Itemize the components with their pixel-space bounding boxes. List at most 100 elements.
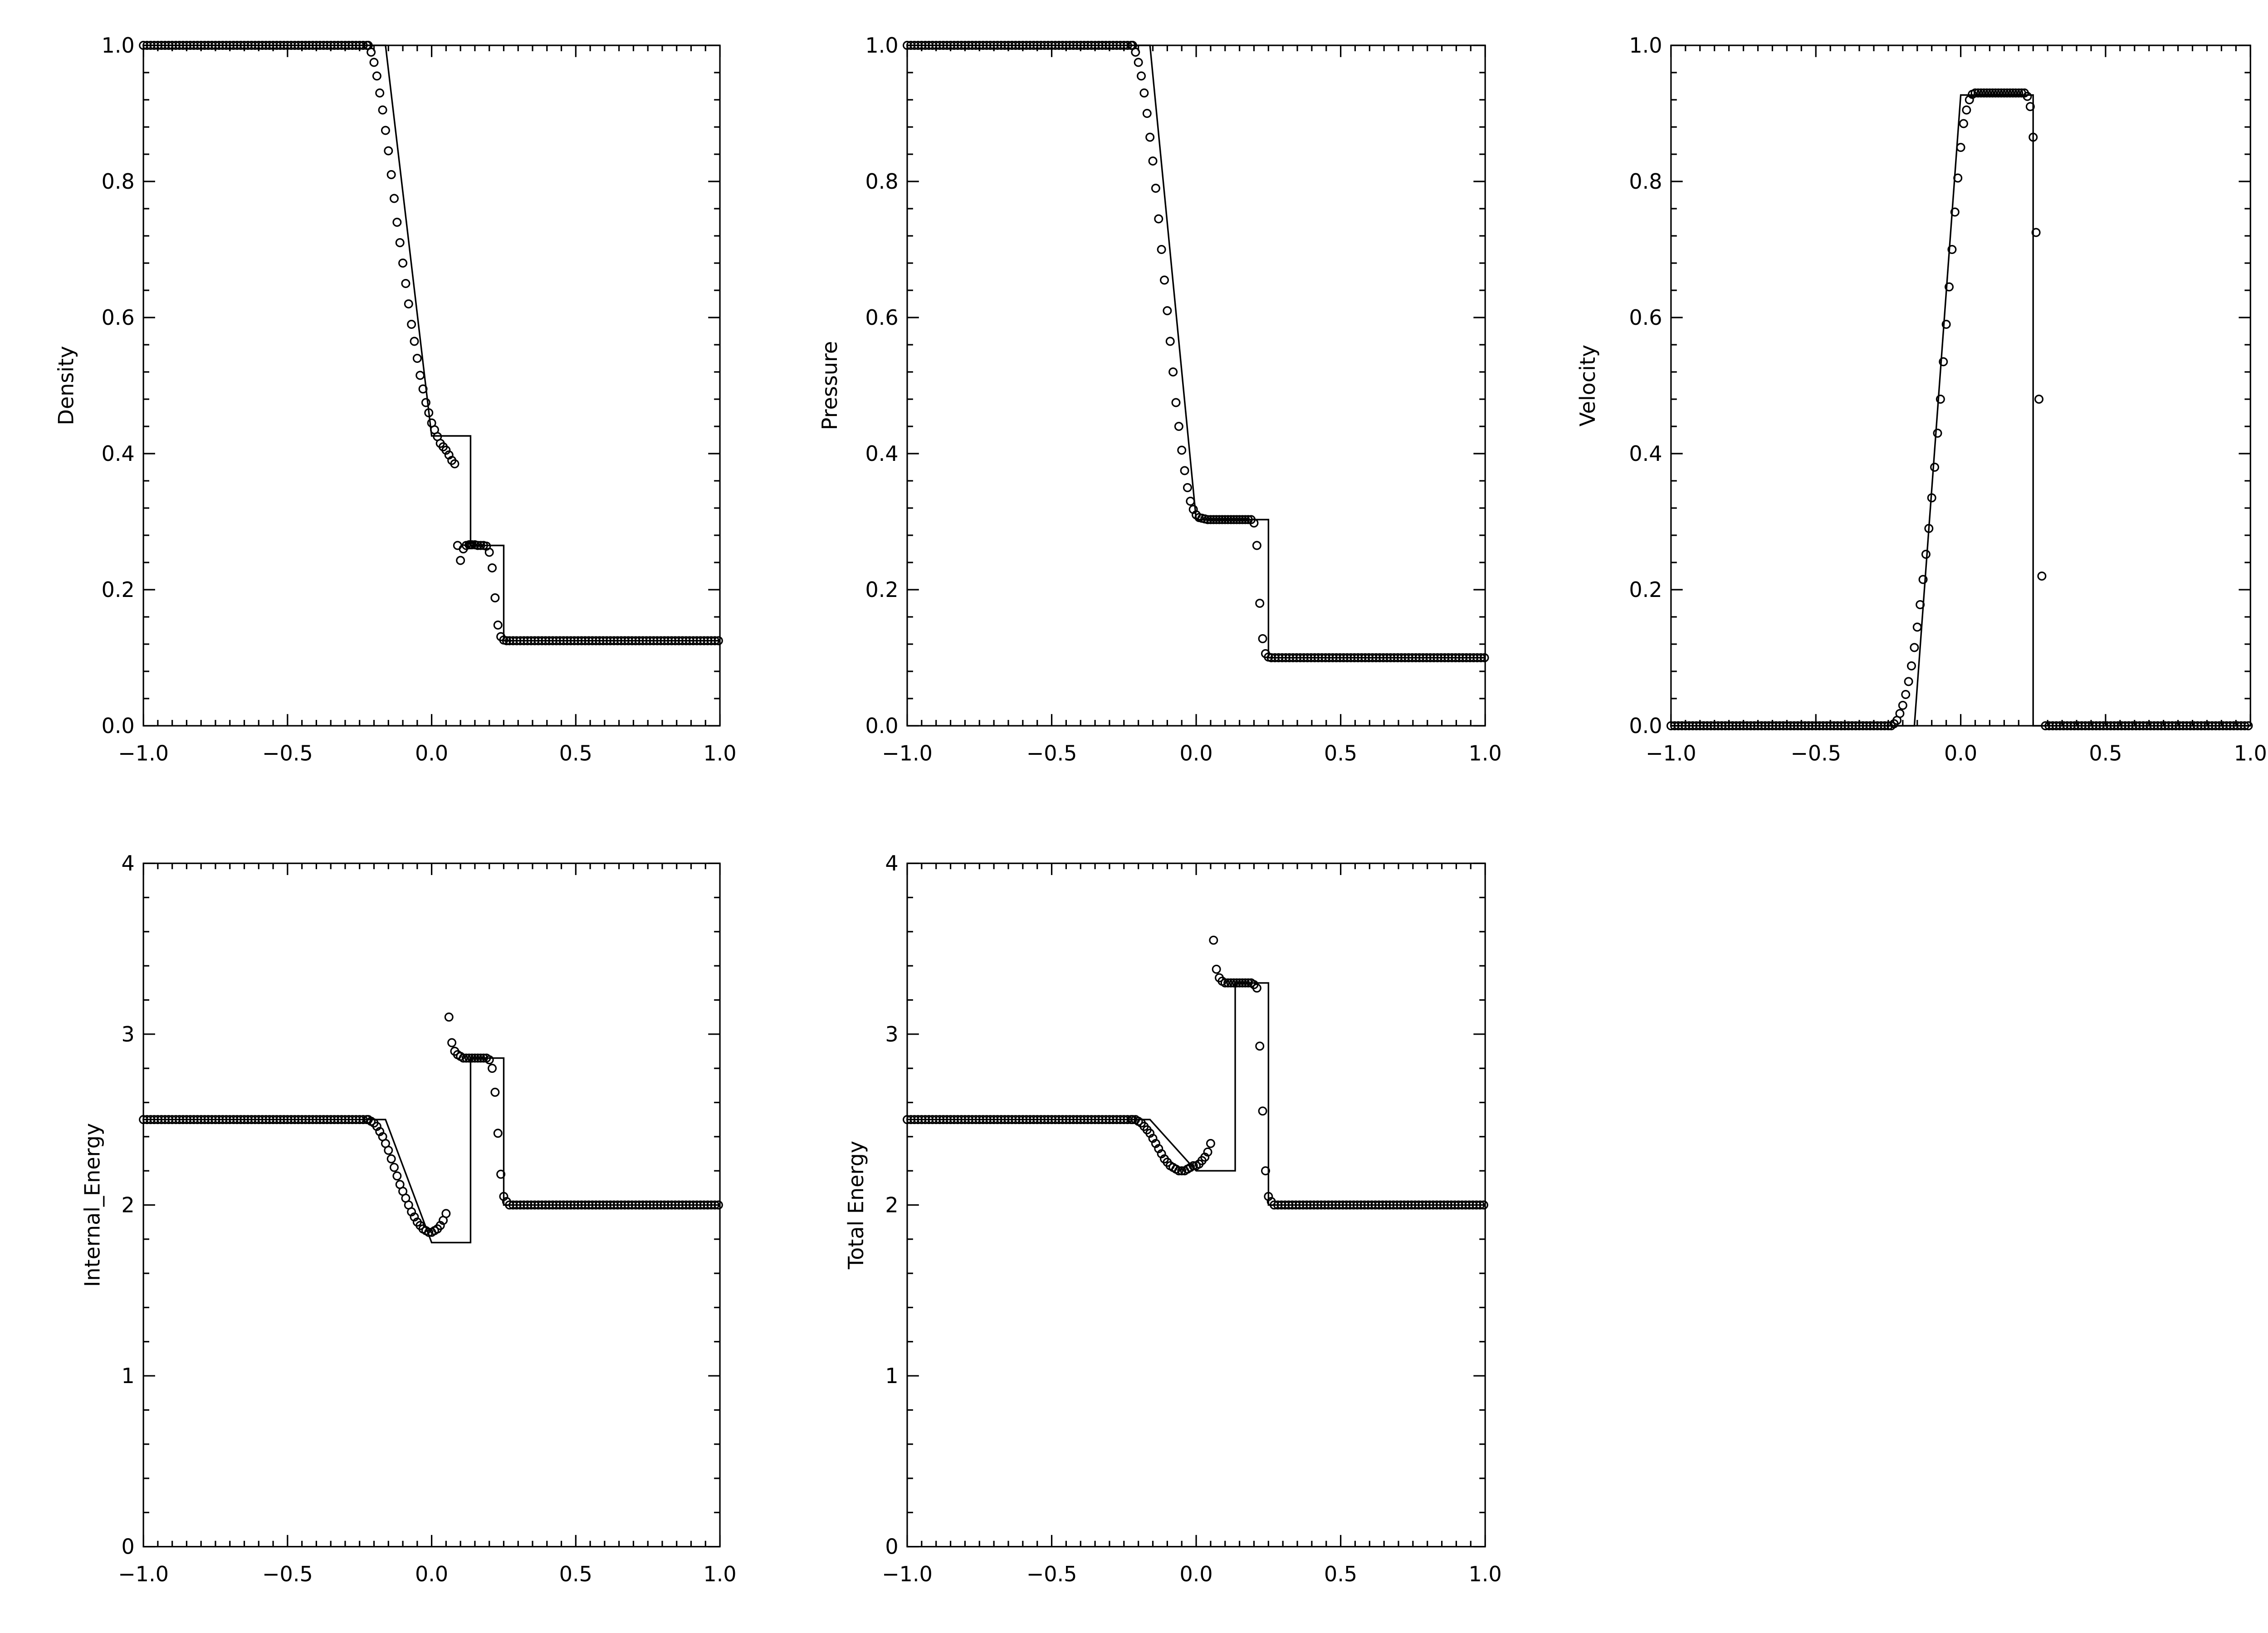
data-point (1203, 515, 1212, 524)
x-tick-label: 0.0 (1180, 741, 1213, 766)
data-point (410, 337, 419, 346)
y-tick-label: 1.0 (102, 33, 135, 58)
data-point (1145, 132, 1155, 142)
y-tick-label: 0.8 (1629, 169, 1662, 194)
y-tick-label: 0.0 (102, 714, 135, 738)
data-point (490, 1087, 500, 1097)
data-point (1163, 306, 1172, 315)
panel-density: −1.0 −0.5 0.0 0.5 1.0 0.0 0.2 0.4 0.6 0.8 1.0 Densi… (54, 33, 736, 766)
x-tick-label: −1.0 (882, 1562, 933, 1586)
data-point (392, 218, 402, 227)
data-point (1941, 320, 1951, 329)
data-point (1203, 1147, 1212, 1157)
plot-frame (142, 44, 721, 727)
solution-line (907, 44, 1486, 659)
data-point (493, 1129, 503, 1138)
data-point (1480, 653, 1489, 662)
data-point (714, 636, 723, 645)
data-point (369, 58, 379, 67)
data-point (1183, 483, 1192, 492)
panel-pressure: −1.0 −0.5 0.0 0.5 1.0 0.0 0.2 0.4 0.6 0.8 1.0 Press… (817, 33, 1502, 766)
data-point (1266, 653, 1276, 662)
data-point (384, 1145, 393, 1155)
data-point (2240, 721, 2249, 730)
data-point (1186, 497, 1195, 506)
data-point (386, 1154, 396, 1164)
data-point (447, 1038, 457, 1047)
x-tick-label: −1.0 (118, 741, 169, 766)
data-point (1142, 109, 1152, 118)
data-point (390, 194, 399, 203)
data-point (502, 636, 511, 645)
data-point (1174, 1166, 1183, 1176)
data-point (1898, 701, 1907, 710)
y-tick-label: 0.2 (102, 577, 135, 602)
data-point (392, 1171, 402, 1181)
data-point (1160, 275, 1169, 285)
data-point (1939, 357, 1948, 367)
data-point (2011, 88, 2020, 98)
data-point (424, 408, 434, 417)
x-tick-label: 0.0 (415, 1562, 448, 1586)
x-tick-label: 0.5 (559, 741, 592, 766)
x-tick-label: 0.5 (2089, 741, 2122, 766)
data-point (1956, 143, 1965, 152)
data-point (2014, 88, 2024, 98)
data-point (418, 384, 428, 394)
x-tick-label: 1.0 (1469, 1562, 1502, 1586)
data-point (1976, 88, 1986, 98)
y-tick-label: 0.6 (102, 305, 135, 330)
data-point (2008, 88, 2018, 98)
data-point (412, 354, 422, 363)
data-point (1916, 600, 1925, 609)
solution-line (143, 44, 720, 642)
data-point (401, 279, 411, 288)
data-point (375, 88, 385, 98)
data-point (456, 556, 465, 565)
y-tick-label: 0.6 (865, 305, 898, 330)
x-tick-label: −0.5 (262, 741, 313, 766)
data-point (2031, 228, 2041, 237)
data-point (1209, 935, 1218, 945)
data-point (1238, 515, 1247, 524)
y-tick-label: 4 (121, 851, 134, 875)
data-point (470, 1053, 479, 1063)
data-point (488, 1064, 497, 1073)
data-point (1933, 429, 1942, 438)
data-point (1212, 964, 1221, 974)
y-tick-label: 1 (121, 1364, 134, 1388)
data-point (1209, 515, 1218, 524)
data-point (407, 320, 416, 329)
data-point (484, 1055, 494, 1065)
data-point (1910, 643, 1919, 652)
y-tick-label: 0.0 (865, 714, 898, 738)
y-tick-label: 0.0 (1629, 714, 1662, 738)
data-point (1180, 466, 1189, 475)
data-point (1255, 1041, 1265, 1051)
data-point (1220, 978, 1230, 988)
data-point (378, 105, 387, 115)
data-point (1945, 282, 1954, 292)
y-tick-label: 0.4 (865, 441, 898, 466)
panel-total-energy: −1.0 −0.5 0.0 0.5 1.0 0 1 2 3 4 Total Energy (844, 851, 1502, 1586)
y-tick-label: 4 (885, 851, 898, 875)
data-point (1139, 88, 1149, 98)
plot-frame (906, 44, 1486, 727)
data-point (1252, 983, 1261, 993)
x-tick-label: −0.5 (262, 1562, 313, 1586)
y-tick-label: 0.8 (865, 169, 898, 194)
data-point (1270, 1200, 1279, 1210)
data-point (444, 1012, 454, 1022)
data-point (1226, 515, 1236, 524)
data-point (1912, 622, 1922, 632)
y-tick-label: 1 (885, 1364, 898, 1388)
y-tick-label: 3 (121, 1022, 134, 1046)
data-point (1994, 88, 2003, 98)
data-point (467, 1053, 477, 1063)
data-point (1979, 88, 1989, 98)
data-point (1895, 709, 1905, 718)
data-point (441, 1209, 451, 1218)
data-point (386, 170, 396, 179)
data-point (1901, 690, 1911, 699)
data-point (1241, 978, 1250, 988)
